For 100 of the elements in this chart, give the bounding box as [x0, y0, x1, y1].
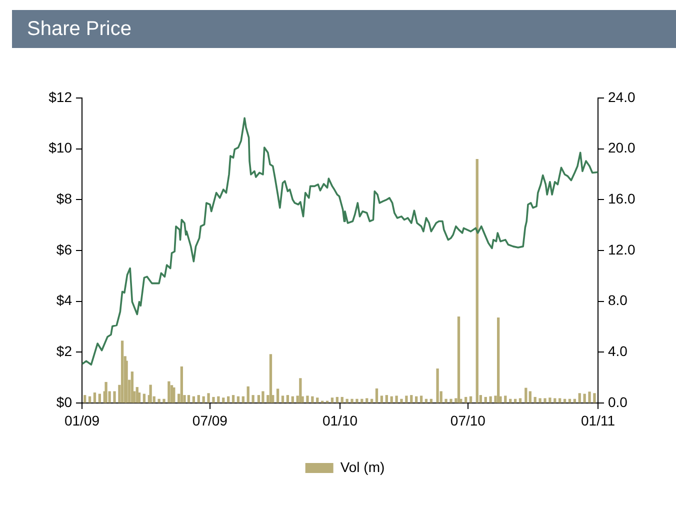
bar: [509, 398, 512, 403]
bar: [405, 396, 408, 403]
bar: [548, 398, 552, 403]
x-tick-label: 07/09: [192, 412, 228, 428]
y2-tick-label: 20.0: [608, 140, 636, 156]
bar: [444, 398, 448, 403]
bar: [168, 381, 170, 403]
bar: [252, 395, 254, 403]
bar: [534, 396, 536, 403]
bar: [104, 382, 108, 403]
bar: [464, 396, 468, 403]
y2-tick-label: 24.0: [608, 88, 636, 105]
bar: [192, 396, 196, 403]
bar: [217, 396, 220, 403]
x-tick-label: 01/10: [322, 412, 358, 428]
bar: [299, 378, 302, 403]
bar: [360, 398, 364, 403]
bar: [93, 392, 96, 403]
y-tick-label: $0: [56, 394, 72, 410]
bar: [457, 316, 460, 403]
bar: [415, 396, 418, 403]
bar: [149, 384, 152, 403]
bar: [450, 398, 452, 403]
bar: [558, 398, 562, 403]
bar: [554, 398, 556, 403]
bar: [430, 398, 433, 403]
y2-tick-label: 16.0: [608, 190, 636, 207]
bar: [281, 396, 284, 403]
bar: [207, 393, 210, 403]
bar: [484, 396, 487, 403]
x-tick-label: 07/10: [450, 412, 486, 428]
bar: [593, 393, 596, 403]
bar: [246, 386, 250, 403]
y2-tick-label: 12.0: [608, 241, 636, 258]
bar: [350, 398, 354, 403]
bar: [356, 398, 358, 403]
bar: [469, 396, 472, 403]
bar: [242, 396, 244, 403]
bar: [162, 398, 166, 403]
bar: [172, 387, 176, 403]
bar: [400, 398, 403, 403]
bar: [120, 340, 124, 403]
y-tick-label: $2: [56, 343, 72, 360]
bar: [269, 354, 272, 403]
bar: [568, 398, 572, 403]
bar: [544, 398, 546, 403]
bar: [222, 398, 225, 403]
bar: [583, 394, 586, 403]
bar: [573, 398, 576, 403]
chart-title: Share Price: [27, 18, 132, 40]
bar: [538, 398, 542, 403]
bar: [528, 391, 532, 403]
bar: [236, 396, 240, 403]
bar: [346, 398, 348, 403]
y-tick-label: $12: [48, 88, 72, 105]
bar: [524, 388, 528, 403]
y-tick-label: $4: [56, 292, 72, 308]
bar: [197, 395, 200, 403]
bar: [518, 398, 522, 403]
x-tick-label: 01/11: [581, 412, 616, 428]
bar: [424, 398, 428, 403]
bar: [563, 398, 566, 403]
y2-tick-label: 0.0: [608, 394, 628, 410]
bar: [286, 395, 290, 403]
bar: [375, 388, 378, 403]
bar: [226, 396, 230, 403]
bar: [316, 398, 319, 403]
bar: [370, 398, 374, 403]
bar: [142, 394, 146, 403]
bar: [98, 394, 101, 403]
bar: [385, 395, 388, 403]
bar: [380, 396, 384, 403]
bar: [420, 396, 423, 403]
x-tick-label: 01/09: [64, 412, 100, 428]
bar: [476, 159, 478, 403]
bar: [366, 398, 368, 403]
bar: [410, 395, 413, 403]
bar: [395, 396, 398, 403]
bar: [291, 396, 294, 403]
bar: [113, 391, 116, 403]
y2-tick-label: 8.0: [608, 292, 628, 308]
legend-label: Vol (m): [340, 458, 385, 475]
bar: [262, 391, 264, 403]
y2-tick-label: 4.0: [608, 343, 628, 360]
bar: [306, 396, 309, 403]
bar: [330, 398, 334, 403]
bar: [504, 396, 507, 403]
bar: [158, 398, 160, 403]
bar: [436, 368, 439, 403]
y-tick-label: $8: [56, 190, 72, 207]
bar: [212, 396, 215, 403]
bar: [187, 395, 190, 403]
y-tick-label: $10: [48, 140, 72, 156]
bar: [311, 396, 314, 403]
bar: [489, 396, 492, 403]
bar: [588, 392, 591, 403]
bar: [232, 395, 235, 403]
bar: [276, 388, 280, 403]
y-tick-label: $6: [56, 241, 72, 258]
bar: [336, 396, 339, 403]
